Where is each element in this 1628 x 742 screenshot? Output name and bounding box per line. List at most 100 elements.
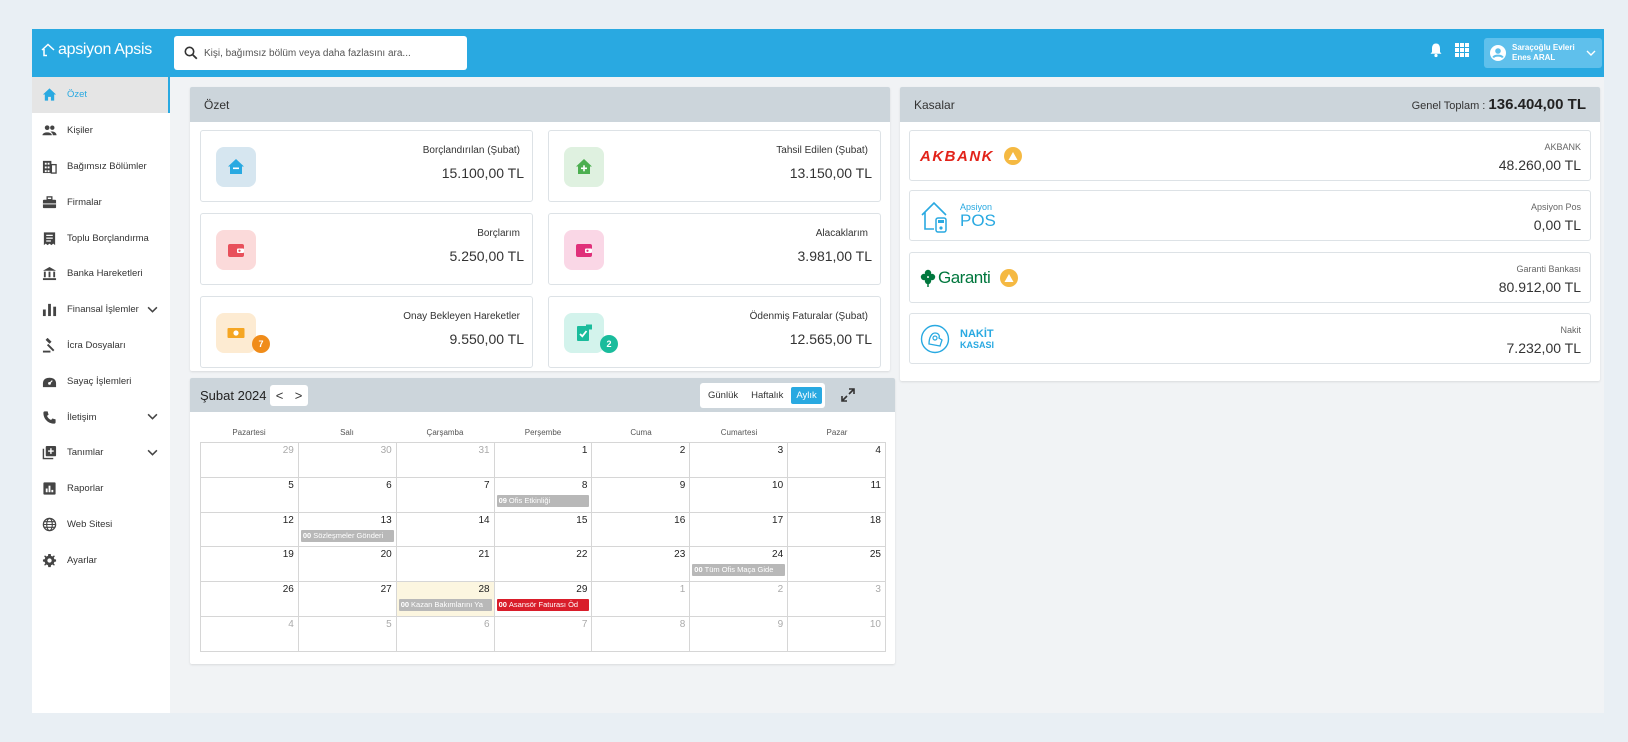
summary-card[interactable]: 2 Ödenmiş Faturalar (Şubat) 12.565,00 TL [548, 296, 881, 368]
cash-account-nakit[interactable]: NAKİT KASASI Nakit 7.232,00 TL [909, 313, 1591, 364]
cash-account-akbank[interactable]: AKBANK AKBANK 48.260,00 TL [909, 130, 1591, 181]
calendar-day-cell[interactable]: 17 [690, 512, 789, 548]
calendar-day-cell[interactable]: 22 [494, 547, 593, 583]
calendar-day-cell[interactable]: 14 [396, 512, 495, 548]
invoice-check-icon [564, 313, 604, 353]
search-input[interactable] [204, 47, 444, 59]
calendar-day-cell[interactable]: 16 [592, 512, 691, 548]
calendar-day-cell[interactable]: 1 [494, 443, 593, 478]
bell-icon[interactable] [1428, 42, 1444, 58]
sidebar-item-banka-hareketleri[interactable]: Banka Hareketleri [32, 256, 170, 292]
calendar-day-cell[interactable]: 29 00 Asansör Faturası Öd [494, 582, 593, 617]
calendar-day-cell[interactable]: 25 [788, 547, 886, 583]
calendar-day-cell[interactable]: 6 [396, 616, 495, 652]
day-number: 8 [679, 618, 686, 630]
sidebar-item-iletisim[interactable]: İletişim [32, 399, 170, 435]
sidebar-item-tanimlar[interactable]: Tanımlar [32, 435, 170, 471]
calendar-day-cell[interactable]: 23 [592, 547, 691, 583]
calendar-day-cell[interactable]: 2 [690, 582, 789, 617]
calendar-day-cell[interactable]: 27 [298, 582, 397, 617]
calendar-day-cell[interactable]: 12 [201, 512, 299, 548]
sidebar-item-web-sitesi[interactable]: Web Sitesi [32, 507, 170, 543]
calendar-day-cell[interactable]: 10 [788, 616, 886, 652]
calendar-day-cell[interactable]: 11 [788, 477, 886, 513]
warning-icon[interactable] [1000, 269, 1019, 287]
top-icons [1428, 42, 1470, 58]
calendar-day-cell[interactable]: 6 [298, 477, 397, 513]
sidebar-item-finansal-islemler[interactable]: Finansal İşlemler [32, 292, 170, 328]
calendar-nav: < > [270, 385, 308, 406]
calendar-day-cell[interactable]: 19 [201, 547, 299, 583]
calendar-day-cell[interactable]: 8 09 Ofis Etkinliği [494, 477, 593, 513]
sidebar-item-icra-dosyalari[interactable]: İcra Dosyaları [32, 328, 170, 364]
calendar-day-cell[interactable]: 15 [494, 512, 593, 548]
calendar-view-switch: Günlük Haftalık Aylık [700, 383, 825, 408]
calendar-day-cell[interactable]: 9 [592, 477, 691, 513]
view-daily-button[interactable]: Günlük [708, 390, 739, 401]
calendar-day-cell[interactable]: 3 [690, 443, 789, 478]
sidebar-item-sayac-islemleri[interactable]: Sayaç İşlemleri [32, 363, 170, 399]
calendar-day-cell[interactable]: 3 [788, 582, 886, 617]
calendar-day-cell[interactable]: 7 [494, 616, 593, 652]
view-monthly-button[interactable]: Aylık [791, 387, 822, 404]
next-month-button[interactable]: > [294, 388, 303, 403]
calendar-day-cell[interactable]: 26 [201, 582, 299, 617]
calendar-day-cell[interactable]: 4 [788, 443, 886, 478]
calendar-day-cell[interactable]: 4 [201, 616, 299, 652]
calendar-day-cell[interactable]: 5 [201, 477, 299, 513]
calendar-event[interactable]: 00 Tüm Ofis Maça Gide [692, 564, 786, 577]
view-weekly-button[interactable]: Haftalık [751, 390, 784, 401]
day-number: 23 [674, 549, 686, 561]
calendar-day-cell[interactable]: 20 [298, 547, 397, 583]
prev-month-button[interactable]: < [275, 388, 284, 403]
summary-card[interactable]: Borçlarım 5.250,00 TL [200, 213, 533, 285]
day-number: 20 [380, 549, 392, 561]
calendar-day-cell[interactable]: 1 [592, 582, 691, 617]
sidebar-item-label: İletişim [67, 411, 97, 423]
calendar-event[interactable]: 00 Sözleşmeler Gönderi [300, 529, 394, 542]
summary-card[interactable]: Alacaklarım 3.981,00 TL [548, 213, 881, 285]
cash-account-apsiyon-pos[interactable]: Apsiyon POS Apsiyon Pos 0,00 TL [909, 190, 1591, 241]
sidebar-item-bagimsiz-bolumler[interactable]: Bağımsız Bölümler [32, 149, 170, 185]
apps-grid-icon[interactable] [1454, 42, 1470, 58]
people-icon [42, 125, 57, 136]
briefcase-icon [42, 196, 57, 208]
calendar-day-cell[interactable]: 13 00 Sözleşmeler Gönderi [298, 512, 397, 548]
calendar-day-cell[interactable]: 24 00 Tüm Ofis Maça Gide [690, 547, 789, 583]
sidebar-item-ayarlar[interactable]: Ayarlar [32, 542, 170, 578]
calendar-day-cell[interactable]: 10 [690, 477, 789, 513]
calendar-day-cell[interactable]: 30 [298, 443, 397, 478]
calendar-day-cell[interactable]: 31 [396, 443, 495, 478]
sidebar-item-raporlar[interactable]: Raporlar [32, 471, 170, 507]
sidebar-item-firmalar[interactable]: Firmalar [32, 184, 170, 220]
sidebar-item-label: Raporlar [67, 483, 104, 495]
calendar-day-cell[interactable]: 7 [396, 477, 495, 513]
calendar-event[interactable]: 00 Kazan Bakımlarını Ya [398, 599, 492, 612]
calendar-event[interactable]: 00 Asansör Faturası Öd [496, 599, 590, 612]
calendar-day-cell[interactable]: 28 00 Kazan Bakımlarını Ya [396, 582, 495, 617]
chevron-down-icon [147, 413, 158, 420]
summary-card[interactable]: Borçlandırılan (Şubat) 15.100,00 TL [200, 130, 533, 202]
cash-account-garanti[interactable]: Garanti Garanti Bankası 80.912,00 TL [909, 252, 1591, 303]
sidebar-item-kisiler[interactable]: Kişiler [32, 113, 170, 149]
cash-account-balance: 7.232,00 TL [1506, 340, 1581, 356]
warning-icon[interactable] [1004, 147, 1022, 165]
summary-card[interactable]: 7 Onay Bekleyen Hareketler 9.550,00 TL [200, 296, 533, 368]
day-number: 21 [478, 549, 490, 561]
sidebar-item-ozet[interactable]: Özet [32, 77, 170, 113]
calendar-day-cell[interactable]: 2 [592, 443, 691, 478]
calendar-day-cell[interactable]: 29 [201, 443, 299, 478]
search-box[interactable] [174, 36, 467, 70]
calendar-day-cell[interactable]: 21 [396, 547, 495, 583]
expand-icon[interactable] [840, 387, 856, 403]
calendar-day-cell[interactable]: 18 [788, 512, 886, 548]
event-time: 00 [694, 565, 703, 575]
calendar-event[interactable]: 09 Ofis Etkinliği [496, 494, 590, 507]
summary-card[interactable]: Tahsil Edilen (Şubat) 13.150,00 TL [548, 130, 881, 202]
user-menu[interactable]: Saraçoğlu Evleri Enes ARAL [1484, 38, 1602, 68]
calendar-day-cell[interactable]: 5 [298, 616, 397, 652]
sidebar-item-toplu-borclandirma[interactable]: Toplu Borçlandırma [32, 220, 170, 256]
calendar-day-cell[interactable]: 9 [690, 616, 789, 652]
brand-logo[interactable]: apsiyon Apsis [40, 41, 152, 59]
calendar-day-cell[interactable]: 8 [592, 616, 691, 652]
